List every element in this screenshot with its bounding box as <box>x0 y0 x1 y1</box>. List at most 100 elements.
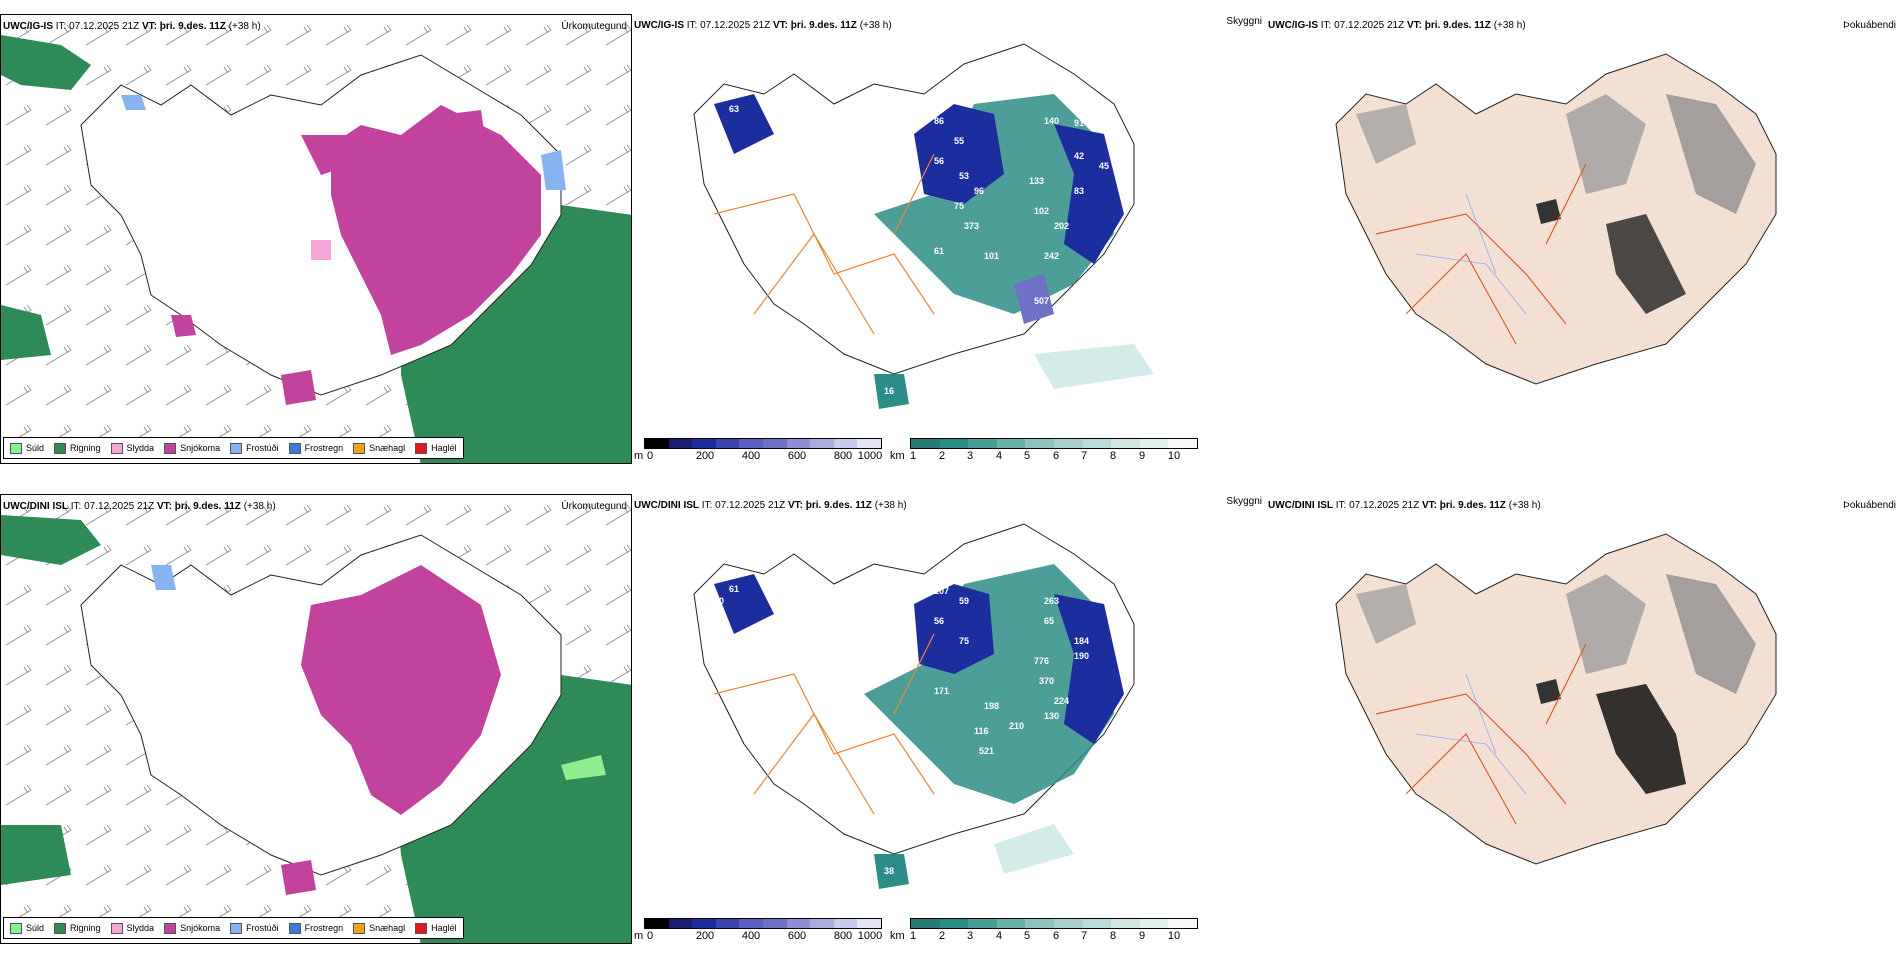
visibility-tick: 4 <box>995 930 1003 942</box>
visibility-tick: 9 <box>1138 930 1146 942</box>
svg-text:75: 75 <box>959 636 969 646</box>
swatch-snow <box>164 442 177 454</box>
visibility-tick: 1 <box>909 450 917 462</box>
legend-item: Súld <box>10 922 44 934</box>
visibility-tick: 2 <box>938 930 946 942</box>
visibility-tick: 6 <box>1052 930 1060 942</box>
swatch-freezing-drizzle <box>230 442 243 454</box>
precip-type-legend: Súld Rigning Slydda Snjókoma Frostúði Fr… <box>3 437 464 459</box>
svg-text:116: 116 <box>974 726 989 736</box>
forecast-row-dini-isl: UWC/DINI ISL IT: 07.12.2025 21Z VT: þri.… <box>0 494 1900 964</box>
svg-text:63: 63 <box>729 104 739 114</box>
svg-text:370: 370 <box>1039 676 1054 686</box>
precip-type-panel: UWC/DINI ISL IT: 07.12.2025 21Z VT: þri.… <box>0 494 632 944</box>
forecast-row-ig-is: UWC/IG-IS IT: 07.12.2025 21Z VT: þri. 9.… <box>0 14 1900 484</box>
svg-text:101: 101 <box>984 251 999 261</box>
svg-text:53: 53 <box>959 171 969 181</box>
svg-text:507: 507 <box>1034 296 1049 306</box>
visibility-colorbar: km 1 2 3 4 5 6 7 8 9 10 <box>890 438 1200 464</box>
svg-text:101: 101 <box>769 116 784 126</box>
swatch-hail <box>415 922 428 934</box>
legend-item: Frostúði <box>230 442 279 454</box>
visibility-tick: 8 <box>1109 930 1117 942</box>
svg-text:91: 91 <box>1074 118 1084 128</box>
svg-text:59: 59 <box>959 596 969 606</box>
cloud-base-tick: 800 <box>833 930 853 942</box>
visibility-bar <box>910 438 1198 449</box>
visibility-tick: 8 <box>1109 450 1117 462</box>
legend-item: Rigning <box>54 922 101 934</box>
cloud-base-tick: 400 <box>741 930 761 942</box>
visibility-tick: 4 <box>995 450 1003 462</box>
cloud-base-unit: m <box>634 450 644 462</box>
swatch-freezing-rain <box>288 442 301 454</box>
panel-title: UWC/DINI ISL IT: 07.12.2025 21Z VT: þri.… <box>3 501 276 512</box>
svg-text:202: 202 <box>1054 221 1069 231</box>
fog-index-panel: UWC/DINI ISL IT: 07.12.2025 21Z VT: þri.… <box>1266 494 1900 944</box>
fog-index-panel: UWC/IG-IS IT: 07.12.2025 21Z VT: þri. 9.… <box>1266 14 1900 464</box>
visibility-tick: 3 <box>966 930 974 942</box>
panel-param-name: Úrkomutegund <box>561 21 627 32</box>
svg-text:776: 776 <box>1034 656 1049 666</box>
swatch-snow-pellets <box>353 922 366 934</box>
svg-text:38: 38 <box>884 866 894 876</box>
swatch-sleet <box>110 922 123 934</box>
visibility-tick: 7 <box>1080 450 1088 462</box>
visibility-unit: km <box>890 930 905 942</box>
svg-text:45: 45 <box>1099 161 1109 171</box>
cloud-base-tick: 0 <box>646 450 654 462</box>
visibility-tick: 10 <box>1167 450 1181 462</box>
legend-item: Rigning <box>54 442 101 454</box>
svg-text:263: 263 <box>1044 596 1059 606</box>
legend-item: Snæhagl <box>353 442 405 454</box>
cloud-base-tick: 200 <box>695 450 715 462</box>
panel-title: UWC/DINI ISL IT: 07.12.2025 21Z VT: þri.… <box>634 500 907 511</box>
legend-item: Súld <box>10 442 44 454</box>
svg-text:61: 61 <box>934 246 944 256</box>
panel-title: UWC/IG-IS IT: 07.12.2025 21Z VT: þri. 9.… <box>3 21 261 32</box>
legend-item: Haglél <box>415 442 457 454</box>
cloud-base-tick: 1000 <box>857 450 883 462</box>
panel-title: UWC/DINI ISL IT: 07.12.2025 21Z VT: þri.… <box>1268 500 1541 511</box>
cloud-base-bar <box>644 438 882 449</box>
svg-text:102: 102 <box>1034 206 1049 216</box>
visibility-tick: 1 <box>909 930 917 942</box>
svg-text:55: 55 <box>954 136 964 146</box>
legend-item: Slydda <box>110 442 154 454</box>
legend-item: Snæhagl <box>353 922 405 934</box>
visibility-map: 63 101 86 55 56 53 96 75 140 91 42 45 13… <box>693 43 1154 409</box>
fog-map <box>1335 533 1777 865</box>
visibility-tick: 5 <box>1023 930 1031 942</box>
svg-text:190: 190 <box>1074 651 1089 661</box>
fog-map <box>1335 53 1777 385</box>
svg-text:75: 75 <box>954 201 964 211</box>
cloud-base-unit: m <box>634 930 644 942</box>
cloud-base-tick: 600 <box>787 930 807 942</box>
swatch-snow-pellets <box>353 442 366 454</box>
visibility-tick: 5 <box>1023 450 1031 462</box>
svg-text:107: 107 <box>934 586 949 596</box>
panel-param-name: Úrkomutegund <box>561 501 627 512</box>
swatch-freezing-rain <box>288 922 301 934</box>
svg-text:133: 133 <box>1029 176 1044 186</box>
precip-map <box>1 495 631 943</box>
svg-text:224: 224 <box>1054 696 1069 706</box>
legend-item: Frostúði <box>230 922 279 934</box>
svg-text:42: 42 <box>1074 151 1084 161</box>
cloud-base-tick: 800 <box>833 450 853 462</box>
svg-text:373: 373 <box>964 221 979 231</box>
panel-param-name: Þokuábendi <box>1843 20 1896 31</box>
svg-text:171: 171 <box>934 686 949 696</box>
svg-text:210: 210 <box>1009 721 1024 731</box>
svg-text:65: 65 <box>1044 616 1054 626</box>
visibility-bar <box>910 918 1198 929</box>
swatch-snow <box>164 922 177 934</box>
svg-text:60: 60 <box>714 596 724 606</box>
precip-type-panel: UWC/IG-IS IT: 07.12.2025 21Z VT: þri. 9.… <box>0 14 632 464</box>
swatch-rain <box>54 442 67 454</box>
svg-text:521: 521 <box>979 746 994 756</box>
cloud-base-tick: 200 <box>695 930 715 942</box>
visibility-colorbar: km 1 2 3 4 5 6 7 8 9 10 <box>890 918 1200 944</box>
legend-item: Frostregn <box>288 442 343 454</box>
panel-title: UWC/IG-IS IT: 07.12.2025 21Z VT: þri. 9.… <box>634 20 892 31</box>
